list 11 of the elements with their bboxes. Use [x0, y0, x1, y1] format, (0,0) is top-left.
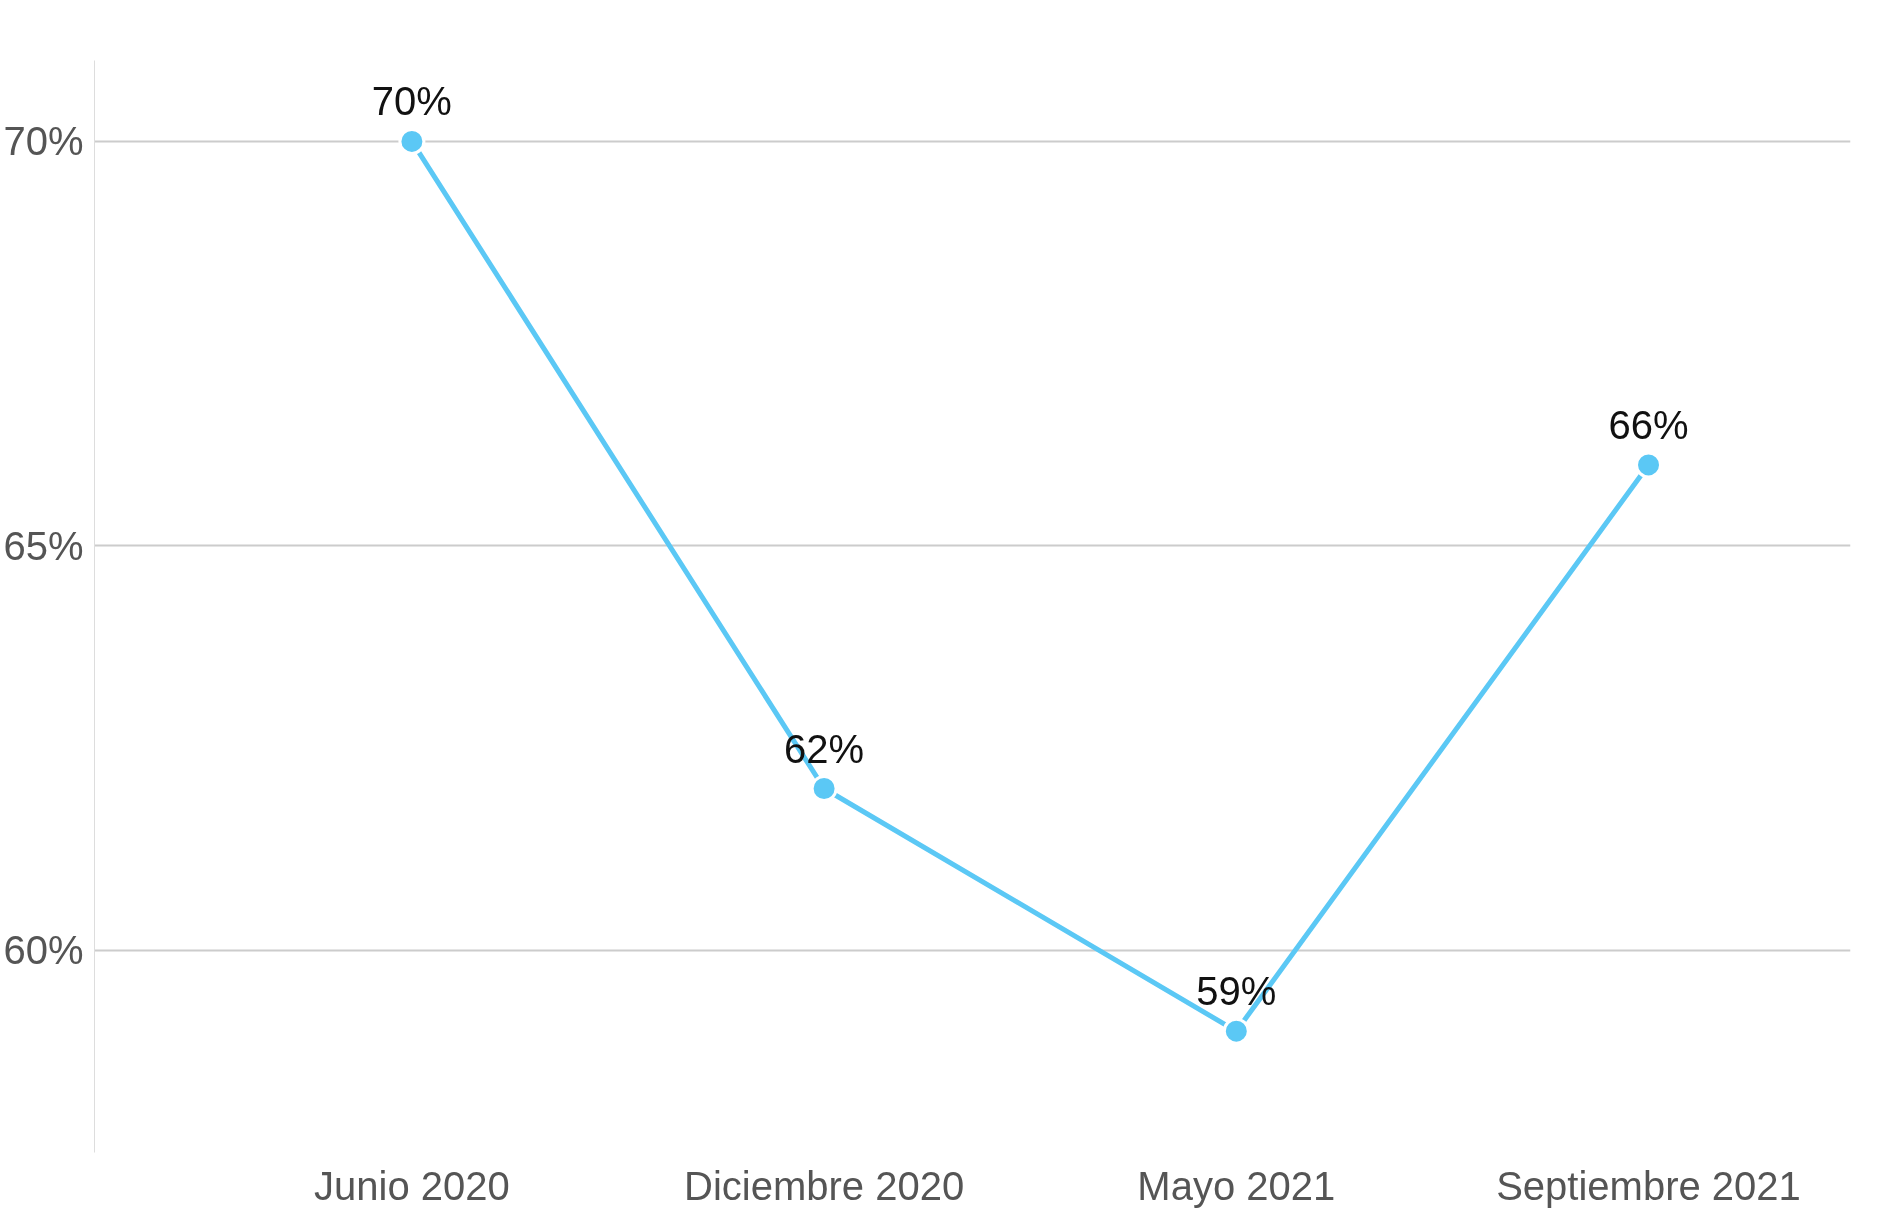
y-tick-label: 60%: [3, 928, 84, 973]
x-tick-label: Mayo 2021: [1137, 1163, 1336, 1208]
x-tick-label: Diciembre 2020: [684, 1163, 965, 1208]
point: [1222, 1017, 1250, 1045]
point: [810, 775, 838, 802]
text: 70%: [371, 79, 452, 124]
x-tick-label: Junio 2020: [314, 1163, 510, 1208]
y-tick-label: 65%: [3, 523, 84, 568]
text: 66%: [1608, 402, 1689, 447]
x-tick-label: Septiembre 2021: [1496, 1163, 1801, 1208]
y-tick-label: 70%: [3, 119, 84, 164]
